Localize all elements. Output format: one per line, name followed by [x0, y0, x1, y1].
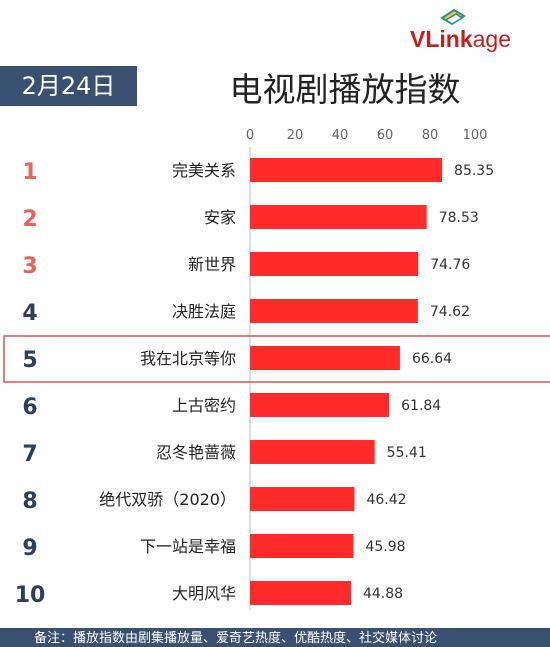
rank-label: 4 [22, 301, 37, 326]
category-label: 安家 [204, 208, 236, 227]
logo-mark-icon [440, 8, 466, 26]
rank-label: 2 [22, 207, 37, 232]
x-tick-label: 80 [422, 128, 439, 143]
value-label: 74.62 [430, 304, 470, 320]
bar-chart: 0 20 40 60 80 100 1 完美关系 85.35 2 安家 78.53 3 新世界 74.76 4… [3, 128, 550, 610]
value-label: 61.84 [401, 398, 441, 414]
vlinkage-logo: VLinkage [410, 8, 535, 56]
footer-note: 备注：播放指数由剧集播放量、爱奇艺热度、优酷热度、社交媒体讨论 [0, 628, 550, 647]
value-label: 44.88 [363, 586, 403, 602]
bar [250, 487, 355, 511]
category-label: 完美关系 [172, 161, 236, 180]
rank-label: 3 [22, 254, 37, 279]
category-label: 新世界 [188, 255, 236, 274]
value-label: 46.42 [366, 492, 406, 508]
bar [250, 346, 400, 370]
category-label: 下一站是幸福 [140, 537, 236, 556]
value-label: 45.98 [365, 539, 405, 555]
value-label: 74.76 [430, 257, 470, 273]
category-label: 上古密约 [172, 396, 236, 415]
value-label: 55.41 [387, 445, 427, 461]
bar [250, 534, 354, 558]
rank-label: 7 [22, 442, 37, 467]
logo-text: VLinkage [410, 26, 511, 52]
x-tick-label: 40 [332, 128, 349, 143]
category-label: 忍冬艳蔷薇 [156, 443, 236, 462]
x-tick-label: 60 [377, 128, 394, 143]
x-tick-label: 20 [287, 128, 304, 143]
category-label: 大明风华 [172, 584, 236, 603]
rank-label: 9 [22, 536, 37, 561]
rank-label: 10 [15, 583, 46, 608]
category-label: 我在北京等你 [140, 349, 236, 368]
bar [250, 440, 375, 464]
bar [250, 252, 419, 276]
rank-label: 8 [22, 489, 37, 514]
value-label: 66.64 [412, 351, 452, 367]
bar [250, 205, 427, 229]
bar [250, 158, 443, 182]
chart-title: 电视剧播放指数 [229, 70, 461, 109]
x-tick-label: 0 [246, 128, 254, 143]
rank-label: 5 [22, 348, 37, 373]
rank-label: 1 [22, 160, 37, 185]
category-label: 绝代双骄（2020） [99, 490, 236, 509]
category-label: 决胜法庭 [172, 302, 236, 321]
bar [250, 299, 418, 323]
value-label: 85.35 [454, 163, 494, 179]
date-label: 2月24日 [0, 66, 137, 106]
rank-label: 6 [22, 395, 37, 420]
x-tick-label: 100 [463, 128, 488, 143]
footer-note-text: 备注：播放指数由剧集播放量、爱奇艺热度、优酷热度、社交媒体讨论 [34, 631, 438, 646]
value-label: 78.53 [439, 210, 479, 226]
bar [250, 393, 390, 417]
bar [250, 581, 351, 605]
highlight-frame [3, 335, 550, 383]
